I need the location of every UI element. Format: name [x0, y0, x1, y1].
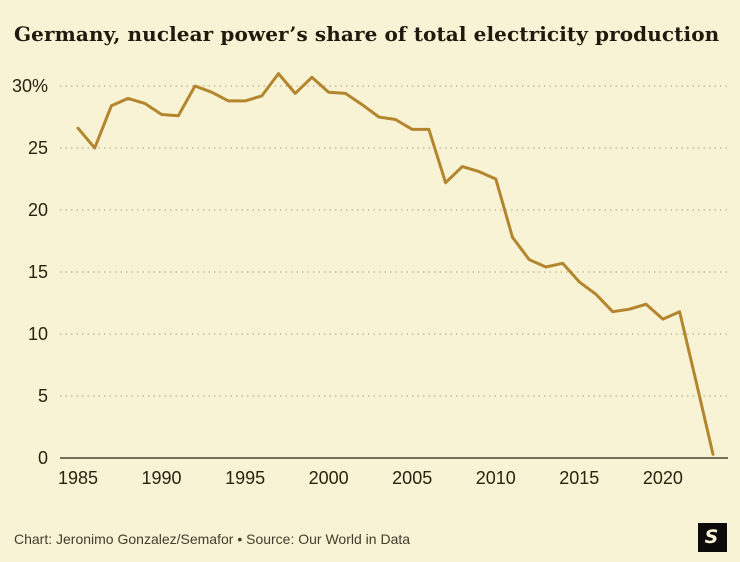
- x-tick-label: 1985: [58, 468, 98, 488]
- x-tick-label: 2010: [476, 468, 516, 488]
- line-chart: 0 5 10 15 20 25 30% 1985 1990 1995 2000 2005 2010 201…: [12, 72, 728, 488]
- x-tick-label: 1995: [225, 468, 265, 488]
- x-tick-label: 2005: [392, 468, 432, 488]
- x-tick-label: 2000: [309, 468, 349, 488]
- y-tick-label: 30%: [12, 76, 48, 96]
- y-tick-label: 5: [38, 386, 48, 406]
- x-tick-label: 1990: [142, 468, 182, 488]
- data-line: [76, 72, 715, 456]
- x-tick-label: 2020: [643, 468, 683, 488]
- y-tick-label: 20: [28, 200, 48, 220]
- y-tick-label: 15: [28, 262, 48, 282]
- y-tick-label: 10: [28, 324, 48, 344]
- semafor-logo-letter: S: [704, 526, 719, 548]
- chart-footer-credit: Chart: Jeronimo Gonzalez/Semafor • Sourc…: [14, 531, 411, 547]
- chart-title: Germany, nuclear power’s share of total …: [14, 22, 720, 46]
- y-tick-label: 0: [38, 448, 48, 468]
- y-tick-label: 25: [28, 138, 48, 158]
- semafor-logo: S: [698, 523, 727, 552]
- x-tick-label: 2015: [559, 468, 599, 488]
